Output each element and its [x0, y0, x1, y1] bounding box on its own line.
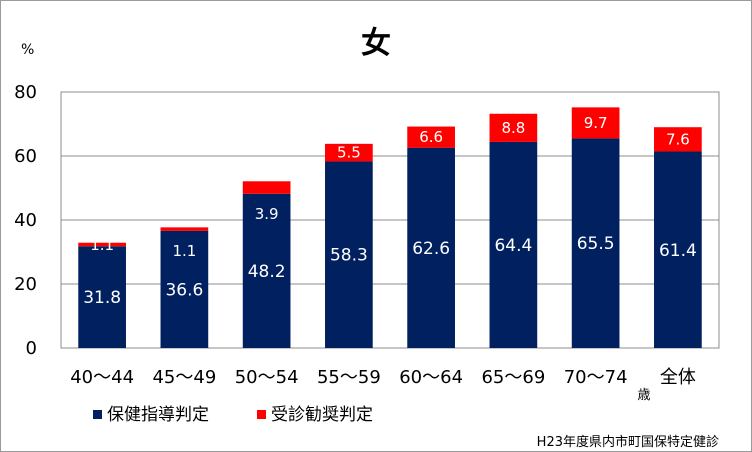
data-label-hoken: 64.4 [494, 236, 532, 256]
data-label-jushin: 1.1 [90, 236, 114, 254]
bar-segment-hoken [242, 193, 291, 348]
x-axis-unit: 歳 [637, 388, 650, 403]
data-label-hoken: 58.3 [330, 246, 368, 266]
bar-segment-jushin [407, 126, 455, 148]
bar-segment-jushin [78, 242, 126, 247]
source-note: H23年度県内市町国保特定健診 [537, 434, 719, 450]
x-tick-label: 50～54 [235, 367, 299, 388]
data-label-jushin: 3.9 [255, 205, 279, 223]
x-tick-label: 55～59 [317, 367, 381, 388]
x-tick-label: 40～44 [70, 367, 134, 388]
data-label-hoken: 61.4 [659, 241, 697, 261]
y-tick-label: 0 [26, 338, 37, 359]
bar-segment-hoken [489, 141, 538, 348]
data-label-hoken: 31.8 [83, 288, 121, 308]
data-label-jushin: 6.6 [419, 128, 443, 146]
bars: 31.8 1.1 36.6 1.1 48.2 3.9 58.3 5.5 62.6 6.6 64.4 8… [78, 107, 702, 348]
y-tick-label: 60 [14, 146, 37, 167]
bar-segment-hoken [160, 230, 209, 348]
data-label-jushin: 1.1 [172, 242, 196, 260]
x-tick-label: 65～69 [481, 367, 545, 388]
x-tick-label: 70～74 [564, 367, 628, 388]
bar-segment-hoken [654, 151, 702, 348]
legend: 保健指導判定 受診勧奨判定 [93, 405, 373, 425]
bar-segment-hoken [325, 161, 373, 348]
y-tick-label: 80 [14, 82, 37, 103]
bar-segment-jushin [571, 107, 620, 139]
x-tick-label: 全体 [660, 367, 696, 388]
data-label-hoken: 62.6 [412, 239, 450, 259]
gridlines [60, 91, 720, 349]
bar-segment-jushin [325, 143, 373, 162]
y-tick-labels: 0 20 40 60 80 [14, 82, 37, 359]
data-label-hoken: 48.2 [248, 262, 286, 282]
bar-segment-jushin [242, 181, 291, 194]
legend-swatch [93, 410, 102, 419]
chart-title: 女 [361, 26, 391, 61]
y-tick-label: 20 [14, 274, 37, 295]
x-tick-label: 60～64 [399, 367, 463, 388]
plot-area-border [60, 91, 720, 349]
bar-segment-jushin [654, 127, 702, 152]
x-tick-labels: 40～44 45～49 50～54 55～59 60～64 65～69 70～74 全体 [70, 367, 696, 388]
bar-segment-hoken [78, 246, 126, 348]
y-tick-label: 40 [14, 210, 37, 231]
bar-segment-hoken [571, 138, 620, 348]
x-tick-label: 45～49 [152, 367, 216, 388]
bar-segment-hoken [407, 147, 455, 348]
bar-segment-jushin [489, 113, 538, 142]
data-label-jushin: 8.8 [501, 119, 525, 137]
y-axis-unit: % [21, 42, 34, 58]
bar-segment-jushin [160, 227, 209, 231]
data-label-jushin: 7.6 [666, 130, 690, 148]
data-label-jushin: 9.7 [584, 114, 608, 132]
legend-label: 受診勧奨判定 [271, 405, 373, 425]
legend-label: 保健指導判定 [107, 405, 209, 425]
data-label-jushin: 5.5 [337, 144, 361, 162]
data-label-hoken: 36.6 [165, 280, 203, 300]
legend-swatch [257, 410, 266, 419]
data-label-hoken: 65.5 [577, 234, 615, 254]
